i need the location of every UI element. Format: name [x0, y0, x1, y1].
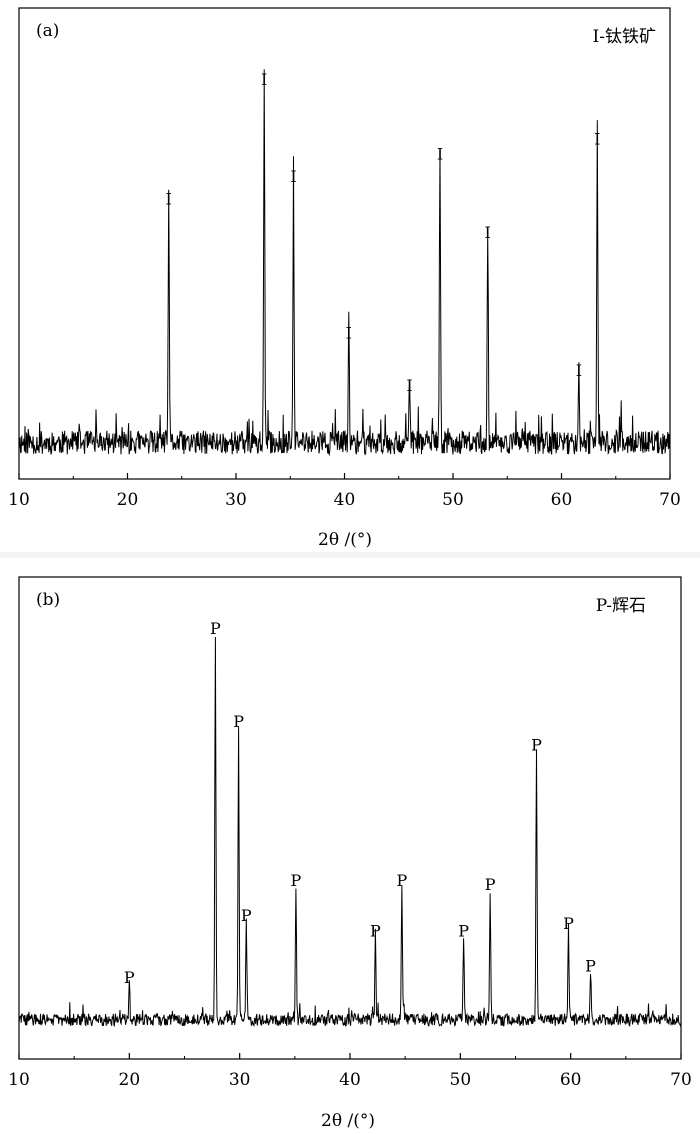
peak-label: P [485, 875, 496, 894]
x-tick-label: 10 [8, 1070, 30, 1090]
legend-label: P-辉石 [596, 596, 646, 616]
peak-label: I [406, 376, 412, 395]
peak-label: P [397, 871, 408, 890]
peak-label: P [563, 914, 574, 933]
peak-label: P [531, 735, 542, 754]
peak-label: P [210, 619, 221, 638]
peak-label: P [370, 922, 381, 941]
x-tick-label: 50 [442, 490, 464, 510]
panel-divider [0, 552, 700, 558]
peak-label: P [585, 957, 596, 976]
x-tick-label: 50 [450, 1070, 472, 1090]
x-tick-label: 20 [117, 490, 139, 510]
panel-label: (b) [36, 590, 60, 610]
x-tick-label: 40 [339, 1070, 361, 1090]
peak-label: I [346, 324, 352, 343]
peak-label: I [594, 130, 600, 149]
panel-label: (a) [36, 21, 59, 41]
plot-frame [18, 576, 682, 1060]
diffraction-pattern-line [18, 69, 671, 457]
peak-label: P [233, 712, 244, 731]
x-tick-label: 40 [334, 490, 356, 510]
x-tick-label: 60 [560, 1070, 582, 1090]
diffraction-pattern-line [18, 636, 682, 1028]
peak-label: P [124, 968, 135, 987]
peak-label: I [166, 189, 172, 208]
peak-label: P [458, 922, 469, 941]
peak-label: P [241, 906, 252, 925]
plot-frame [18, 7, 671, 480]
x-tick-label: 10 [8, 490, 30, 510]
x-axis-label: 2θ /(°) [318, 530, 372, 550]
peak-label: I [290, 167, 296, 186]
peak-label: I [576, 361, 582, 380]
x-tick-label: 30 [229, 1070, 251, 1090]
x-tick-label: 20 [119, 1070, 141, 1090]
xrd-chart-a: I I I I I I I I I 10 20 30 40 50 60 70 (a) I-钛铁矿 2θ /(… [8, 7, 681, 550]
xrd-chart-b: P P P P P P P P P P P P 10 20 30 40 50 60 70 (b) P-辉石 2θ … [8, 576, 692, 1131]
peak-label: P [291, 871, 302, 890]
x-tick-label: 60 [551, 490, 573, 510]
x-tick-label: 30 [225, 490, 247, 510]
legend-label: I-钛铁矿 [593, 27, 656, 47]
peak-label: I [437, 145, 443, 164]
x-tick-label: 70 [659, 490, 681, 510]
peak-label: I [485, 223, 491, 242]
x-tick-label: 70 [670, 1070, 692, 1090]
x-axis-label: 2θ /(°) [321, 1111, 375, 1131]
peak-label: I [261, 70, 267, 89]
